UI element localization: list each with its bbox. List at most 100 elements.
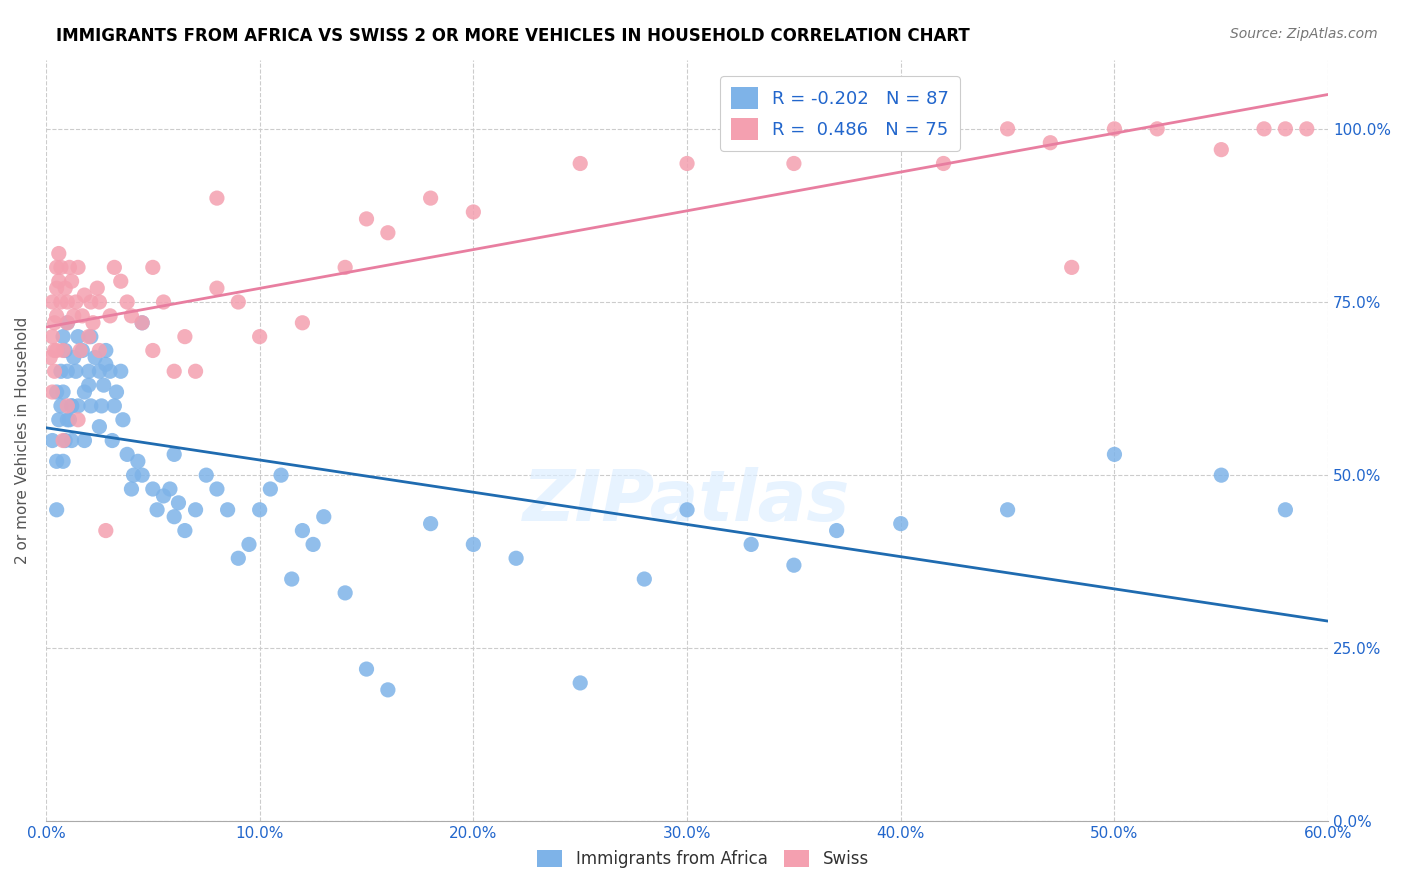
Point [89, 343, 111, 358]
Point [302, 537, 325, 551]
Point [52, 385, 75, 400]
Point [93, 378, 115, 392]
Point [270, 468, 292, 483]
Legend: R = -0.202   N = 87, R =  0.486   N = 75: R = -0.202 N = 87, R = 0.486 N = 75 [720, 76, 960, 151]
Point [205, 482, 228, 496]
Point [676, 503, 699, 517]
Point [163, 364, 186, 378]
Point [45, 260, 67, 275]
Point [1211, 468, 1233, 483]
Point [159, 482, 181, 496]
Point [1274, 121, 1296, 136]
Point [142, 482, 165, 496]
Point [103, 399, 125, 413]
Point [45, 385, 67, 400]
Point [45, 454, 67, 468]
Point [56, 399, 79, 413]
Point [825, 524, 848, 538]
Point [94, 357, 117, 371]
Point [98, 309, 121, 323]
Point [312, 509, 335, 524]
Point [1253, 121, 1275, 136]
Point [217, 503, 239, 517]
Point [62, 351, 84, 365]
Point [53, 281, 76, 295]
Point [69, 343, 91, 358]
Point [569, 676, 592, 690]
Point [56, 413, 79, 427]
Point [94, 343, 117, 358]
Point [44, 343, 66, 358]
Point [89, 295, 111, 310]
Point [58, 413, 80, 427]
Point [1104, 447, 1126, 461]
Point [1060, 260, 1083, 275]
Legend: Immigrants from Africa, Swiss: Immigrants from Africa, Swiss [530, 843, 876, 875]
Point [41, 434, 63, 448]
Point [66, 329, 89, 343]
Point [82, 316, 104, 330]
Point [356, 662, 378, 676]
Point [463, 205, 485, 219]
Point [53, 343, 76, 358]
Point [52, 329, 75, 343]
Point [1039, 136, 1062, 150]
Point [101, 434, 124, 448]
Point [94, 524, 117, 538]
Point [226, 551, 249, 566]
Point [110, 364, 132, 378]
Point [120, 482, 142, 496]
Point [291, 524, 314, 538]
Text: Source: ZipAtlas.com: Source: ZipAtlas.com [1230, 27, 1378, 41]
Point [110, 274, 132, 288]
Point [60, 399, 83, 413]
Point [676, 156, 699, 170]
Point [131, 468, 153, 483]
Point [103, 260, 125, 275]
Point [142, 260, 165, 275]
Point [1146, 121, 1168, 136]
Point [86, 281, 108, 295]
Point [39, 351, 62, 365]
Point [111, 413, 134, 427]
Point [419, 191, 441, 205]
Point [249, 503, 271, 517]
Point [89, 364, 111, 378]
Point [280, 572, 302, 586]
Point [333, 586, 356, 600]
Point [45, 503, 67, 517]
Point [569, 156, 592, 170]
Point [65, 364, 87, 378]
Point [48, 274, 70, 288]
Point [291, 316, 314, 330]
Point [195, 468, 218, 483]
Point [44, 316, 66, 330]
Point [105, 385, 128, 400]
Point [783, 156, 806, 170]
Point [205, 281, 228, 295]
Point [1274, 503, 1296, 517]
Point [205, 191, 228, 205]
Point [463, 537, 485, 551]
Point [60, 399, 83, 413]
Point [77, 364, 100, 378]
Point [73, 385, 96, 400]
Point [66, 413, 89, 427]
Point [77, 378, 100, 392]
Point [89, 419, 111, 434]
Point [44, 364, 66, 378]
Point [41, 329, 63, 343]
Point [52, 434, 75, 448]
Point [184, 364, 207, 378]
Point [932, 156, 955, 170]
Point [377, 682, 399, 697]
Point [45, 343, 67, 358]
Point [72, 309, 94, 323]
Point [48, 246, 70, 260]
Point [131, 316, 153, 330]
Point [740, 537, 762, 551]
Point [167, 496, 190, 510]
Point [62, 309, 84, 323]
Point [163, 509, 186, 524]
Point [890, 516, 912, 531]
